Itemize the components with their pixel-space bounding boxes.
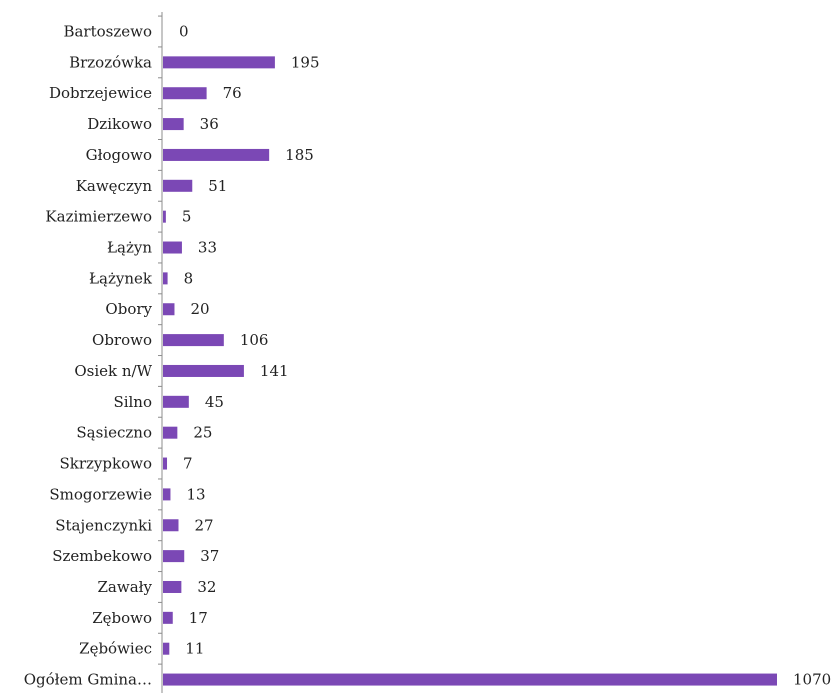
bar	[163, 210, 166, 223]
bar	[163, 611, 173, 624]
data-label: 7	[183, 455, 193, 473]
data-label: 106	[240, 331, 269, 349]
bar	[163, 673, 777, 686]
category-label: Zębowo	[92, 609, 152, 627]
category-label: Brzozówka	[69, 53, 152, 71]
data-label: 76	[223, 84, 242, 102]
category-label: Dzikowo	[87, 115, 152, 133]
data-label: 17	[189, 609, 208, 627]
bar	[163, 395, 189, 408]
category-label: Obrowo	[92, 331, 152, 349]
data-label: 25	[193, 424, 212, 442]
category-label: Stajenczynki	[55, 516, 152, 534]
data-label: 20	[190, 300, 209, 318]
category-label: Ogółem Gmina…	[24, 671, 152, 689]
data-label: 5	[182, 208, 192, 226]
category-label: Łążynek	[89, 269, 153, 287]
bar	[163, 364, 244, 377]
bars-group	[163, 56, 777, 686]
category-labels-group: Bartoszewo Brzozówka Dobrzejewice Dzikowo Gł…	[24, 23, 153, 689]
bar	[163, 457, 168, 470]
bar	[163, 148, 270, 161]
data-label: 45	[205, 393, 224, 411]
bar	[163, 426, 178, 439]
category-label: Skrzypkowo	[59, 455, 152, 473]
bar	[163, 334, 224, 347]
data-label: 1070	[793, 671, 831, 689]
data-label: 11	[185, 640, 204, 658]
category-label: Szembekowo	[52, 547, 152, 565]
bar	[163, 642, 170, 655]
data-label: 51	[208, 177, 227, 195]
bar	[163, 241, 182, 254]
category-label: Zębówiec	[79, 640, 152, 658]
data-label: 185	[285, 146, 314, 164]
bar	[163, 488, 171, 501]
data-label: 36	[200, 115, 219, 133]
category-label: Kawęczyn	[76, 177, 153, 195]
category-label: Łążyn	[107, 239, 152, 257]
category-label: Zawały	[98, 578, 153, 596]
category-label: Bartoszewo	[63, 23, 152, 41]
category-label: Dobrzejewice	[49, 84, 152, 102]
data-label: 33	[198, 239, 217, 257]
data-label: 27	[194, 516, 213, 534]
bar	[163, 179, 193, 192]
category-label: Osiek n/W	[74, 362, 152, 380]
bar	[163, 272, 168, 285]
data-label: 195	[291, 53, 320, 71]
bar	[163, 519, 179, 532]
category-label: Kazimierzewo	[45, 208, 152, 226]
bar	[163, 303, 175, 316]
bar	[163, 118, 184, 131]
data-label: 37	[200, 547, 219, 565]
bar	[163, 550, 185, 563]
bar	[163, 580, 182, 593]
data-label: 141	[260, 362, 289, 380]
category-label: Silno	[113, 393, 152, 411]
category-label: Obory	[105, 300, 152, 318]
data-label: 32	[197, 578, 216, 596]
category-label: Smogorzewie	[49, 485, 152, 503]
bar	[163, 87, 207, 100]
data-label: 8	[184, 269, 194, 287]
y-axis	[158, 12, 163, 693]
category-label: Sąsieczno	[76, 424, 152, 442]
data-label: 0	[179, 23, 189, 41]
data-label: 13	[186, 485, 205, 503]
category-label: Głogowo	[86, 146, 152, 164]
bar	[163, 56, 275, 69]
